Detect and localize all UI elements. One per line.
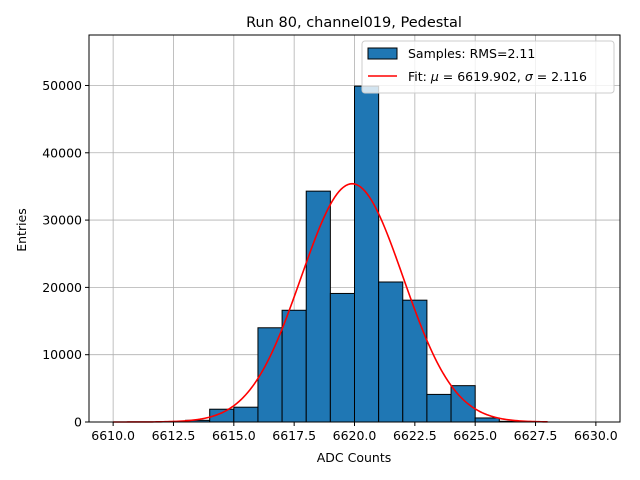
y-tick-label: 10000 xyxy=(42,347,82,362)
histogram-bar xyxy=(281,309,307,423)
x-tick-label: 6620.0 xyxy=(333,428,377,443)
x-tick-label: 6625.0 xyxy=(453,428,497,443)
fit-curve xyxy=(113,182,548,423)
legend-fit-prefix: Fit: xyxy=(408,69,431,84)
x-tick-label: 6617.5 xyxy=(272,428,316,443)
x-tick-label: 6622.5 xyxy=(393,428,437,443)
legend-frame xyxy=(361,40,615,94)
histogram-bar xyxy=(426,393,452,423)
y-tick-label: 30000 xyxy=(42,213,82,228)
x-tick-label: 6627.5 xyxy=(514,428,558,443)
legend-samples-label: Samples: RMS=2.11 xyxy=(408,46,535,61)
legend-fit-sigma-symbol: σ xyxy=(525,69,534,84)
fit-curve-group xyxy=(113,182,548,423)
legend-samples-swatch xyxy=(367,47,398,60)
histogram-bar xyxy=(329,292,356,423)
histogram-bar xyxy=(402,299,428,423)
legend-fit-mu-symbol: μ xyxy=(430,69,439,84)
histogram-bars xyxy=(160,85,524,423)
histogram-bar xyxy=(354,85,380,423)
y-tick-label: 20000 xyxy=(42,280,82,295)
x-axis-label: ADC Counts xyxy=(317,450,392,465)
y-tick-label: 40000 xyxy=(42,145,82,160)
y-tick-label: 50000 xyxy=(42,78,82,93)
y-tick-label: 0 xyxy=(74,415,82,430)
x-tick-label: 6630.0 xyxy=(574,428,618,443)
x-tick-label: 6612.5 xyxy=(152,428,196,443)
axis-ticks: 6610.0 6612.5 6615.0 6617.5 6620.0 6622.5 6625… xyxy=(42,78,618,443)
legend-fit-label: Fit: μ = 6619.902, σ = 2.116 xyxy=(408,69,587,84)
histogram-bar xyxy=(474,417,500,423)
legend: Samples: RMS=2.11 Fit: μ = 6619.902, σ =… xyxy=(361,40,615,94)
histogram-bar xyxy=(378,281,404,423)
x-tick-label: 6615.0 xyxy=(212,428,256,443)
y-axis-label: Entries xyxy=(14,208,29,252)
legend-fit-sigma-value: = 2.116 xyxy=(533,69,587,84)
legend-fit-mu-value: = 6619.902, xyxy=(439,69,525,84)
histogram-bar xyxy=(305,190,331,423)
chart-title: Run 80, channel019, Pedestal xyxy=(246,15,462,31)
histogram-bar xyxy=(233,406,259,423)
histogram-bar xyxy=(257,327,283,423)
x-tick-label: 6610.0 xyxy=(91,428,135,443)
